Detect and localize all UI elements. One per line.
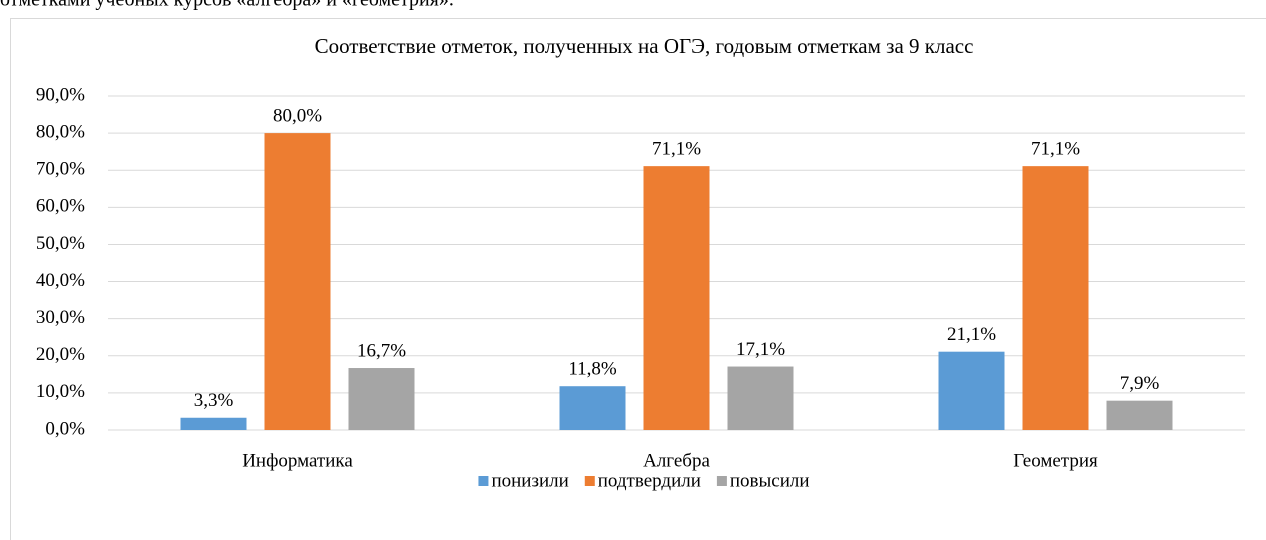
value-label: 71,1% <box>652 138 701 159</box>
y-tick-label: 10,0% <box>36 381 85 402</box>
x-tick-label: Геометрия <box>1013 450 1098 471</box>
bar <box>643 166 710 430</box>
bar <box>264 133 331 430</box>
y-tick-label: 40,0% <box>36 270 85 291</box>
x-tick-label: Алгебра <box>643 450 710 471</box>
value-label: 21,1% <box>947 324 996 345</box>
y-tick-label: 60,0% <box>36 196 85 217</box>
bar <box>1106 400 1173 430</box>
chart-title: Соответствие отметок, полученных на ОГЭ,… <box>315 34 974 58</box>
legend-swatch <box>716 476 727 486</box>
bar <box>1022 166 1089 430</box>
y-tick-label: 70,0% <box>36 159 85 180</box>
legend-label: понизили <box>491 470 568 491</box>
y-tick-label: 0,0% <box>45 418 85 439</box>
y-tick-label: 80,0% <box>36 121 85 142</box>
legend-swatch <box>584 476 595 486</box>
legend-label: подтвердили <box>598 470 701 491</box>
x-tick-label: Информатика <box>242 450 353 471</box>
y-tick-label: 30,0% <box>36 307 85 328</box>
bar <box>727 366 794 430</box>
bar <box>180 417 247 430</box>
legend-label: повысили <box>730 470 810 491</box>
header-text: отметками учебных курсов «алгебра» и «ге… <box>0 0 454 11</box>
y-tick-label: 90,0% <box>36 84 85 105</box>
value-label: 3,3% <box>194 390 234 411</box>
bar <box>559 386 626 430</box>
y-tick-label: 50,0% <box>36 233 85 254</box>
value-label: 80,0% <box>273 105 322 126</box>
value-label: 16,7% <box>357 340 406 361</box>
bar <box>348 368 415 430</box>
value-label: 71,1% <box>1031 138 1080 159</box>
bar <box>938 351 1005 430</box>
value-label: 11,8% <box>568 359 617 380</box>
value-label: 7,9% <box>1120 373 1160 394</box>
value-label: 17,1% <box>736 339 785 360</box>
legend-swatch <box>478 476 489 486</box>
y-tick-label: 20,0% <box>36 344 85 365</box>
